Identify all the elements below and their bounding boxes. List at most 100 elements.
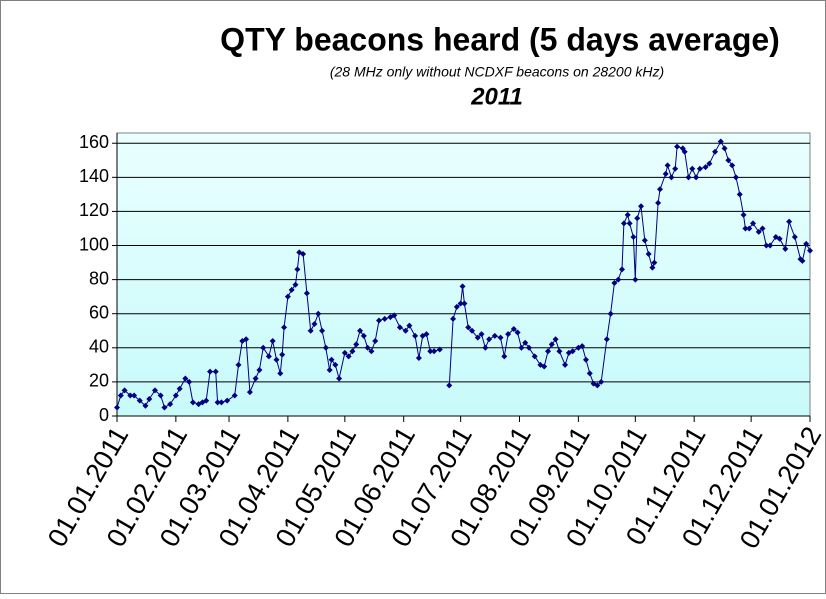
point (114, 404, 120, 411)
point (514, 329, 521, 336)
point (763, 242, 770, 249)
point (214, 399, 221, 406)
point (657, 186, 664, 193)
point (117, 392, 124, 399)
point (127, 392, 134, 399)
point (693, 174, 700, 181)
point (131, 392, 138, 399)
point (294, 266, 301, 273)
point (265, 353, 272, 360)
point (501, 353, 508, 360)
point (277, 370, 284, 377)
point (491, 332, 498, 339)
point (231, 392, 238, 399)
point (729, 162, 736, 169)
point (461, 300, 468, 307)
point (353, 341, 360, 348)
point (431, 348, 438, 355)
point (322, 344, 329, 351)
point (235, 361, 242, 368)
point (364, 344, 371, 351)
point (767, 242, 774, 249)
point (465, 324, 472, 331)
point (569, 348, 576, 355)
point (315, 310, 322, 317)
point (269, 337, 276, 344)
point (412, 332, 419, 339)
point (436, 346, 443, 353)
point (341, 349, 348, 356)
point (486, 336, 493, 343)
point (182, 375, 189, 382)
point (284, 293, 291, 300)
point (750, 220, 757, 227)
y-tick-label: 140 (79, 166, 109, 186)
point (423, 331, 430, 338)
point (243, 336, 250, 343)
point (786, 218, 793, 225)
point (146, 395, 153, 402)
y-tick-label: 100 (79, 234, 109, 254)
point (121, 387, 128, 394)
point (579, 343, 586, 350)
point (662, 170, 669, 177)
point (212, 368, 219, 375)
point (453, 303, 460, 310)
y-tick-label: 160 (79, 132, 109, 152)
point (505, 331, 512, 338)
point (246, 389, 253, 396)
point (702, 164, 709, 171)
point (368, 348, 375, 355)
point (544, 348, 551, 355)
point (450, 315, 457, 322)
point (755, 228, 762, 235)
point (328, 356, 335, 363)
y-tick-label: 80 (89, 268, 109, 288)
point (522, 339, 529, 346)
point (641, 237, 648, 244)
point (303, 290, 310, 297)
point (307, 327, 314, 334)
point (607, 310, 614, 317)
point (136, 397, 143, 404)
chart-title: QTY beacons heard (5 days average) (220, 21, 780, 57)
point (288, 286, 295, 293)
point (349, 348, 356, 355)
point (336, 375, 343, 382)
point (624, 211, 631, 218)
point (469, 327, 476, 334)
point (273, 356, 280, 363)
point (742, 225, 749, 232)
point (556, 348, 563, 355)
point (474, 334, 481, 341)
y-tick-label: 120 (79, 200, 109, 220)
point (736, 191, 743, 198)
point (634, 215, 641, 222)
point (791, 233, 798, 240)
point (427, 348, 434, 355)
y-tick-label: 60 (89, 302, 109, 322)
point (674, 143, 681, 150)
point (645, 251, 652, 258)
point (611, 280, 618, 287)
point (776, 235, 783, 242)
point (478, 331, 485, 338)
point (712, 148, 719, 155)
point (446, 382, 453, 389)
point (548, 341, 555, 348)
point (457, 300, 464, 307)
point (415, 355, 422, 362)
point (620, 220, 627, 227)
point (279, 351, 286, 358)
point (552, 336, 559, 343)
point (638, 203, 645, 210)
point (391, 312, 398, 319)
point (326, 366, 333, 373)
point (531, 353, 538, 360)
point (376, 317, 383, 324)
point (615, 276, 622, 283)
point (562, 361, 569, 368)
point (260, 344, 267, 351)
point (746, 225, 753, 232)
